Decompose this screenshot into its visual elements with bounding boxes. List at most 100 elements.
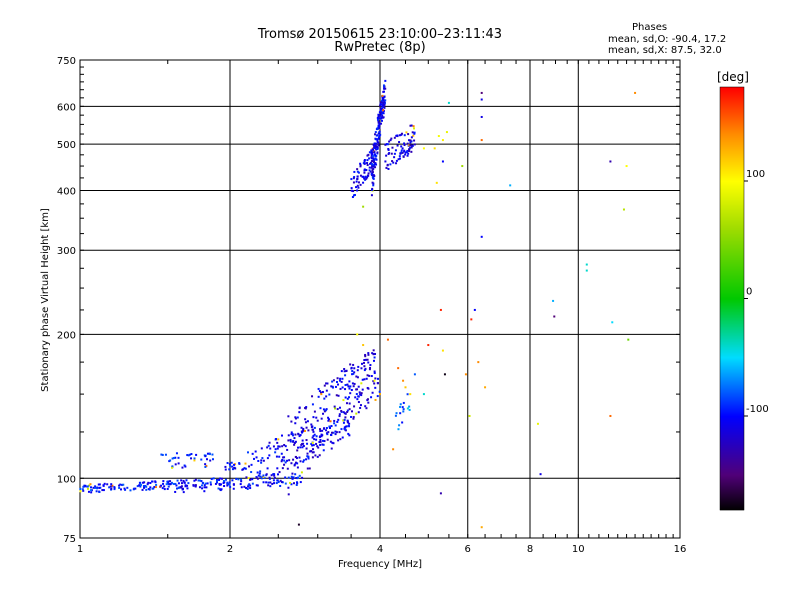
- echo-point: [376, 151, 379, 154]
- echo-point: [464, 373, 467, 376]
- colorbar-band: [720, 434, 744, 436]
- colorbar-band: [720, 331, 744, 333]
- echo-point: [271, 482, 274, 485]
- echo-point: [306, 455, 309, 458]
- colorbar-band: [720, 475, 744, 477]
- echo-point: [370, 396, 373, 399]
- echo-point: [185, 479, 188, 482]
- echo-point: [348, 396, 351, 399]
- echo-point: [372, 359, 375, 362]
- echo-point: [380, 122, 383, 125]
- echo-point: [289, 440, 292, 443]
- y-tick-label: 100: [57, 474, 76, 485]
- colorbar-band: [720, 399, 744, 401]
- echo-point: [184, 465, 187, 468]
- colorbar-band: [720, 173, 744, 175]
- colorbar-band: [720, 489, 744, 491]
- colorbar-band: [720, 150, 744, 152]
- echo-point: [209, 481, 212, 484]
- colorbar-band: [720, 380, 744, 382]
- echo-point: [269, 447, 272, 450]
- echo-point: [311, 448, 314, 451]
- echo-point: [378, 117, 381, 120]
- echo-point: [124, 488, 127, 491]
- echo-point: [311, 425, 314, 428]
- echo-point: [203, 490, 206, 493]
- echo-point: [328, 425, 331, 428]
- echo-point: [324, 409, 327, 412]
- echo-point: [346, 383, 349, 386]
- echo-point: [277, 445, 280, 448]
- echo-point: [226, 461, 229, 464]
- echo-point: [259, 475, 262, 478]
- colorbar-band: [720, 225, 744, 227]
- echo-point: [258, 472, 261, 475]
- colorbar-band: [720, 169, 744, 171]
- echo-point: [319, 430, 322, 433]
- colorbar-band: [720, 226, 744, 228]
- echo-point: [373, 356, 376, 359]
- colorbar-band: [720, 210, 744, 212]
- colorbar-band: [720, 485, 744, 487]
- colorbar-band: [720, 376, 744, 378]
- colorbar-band: [720, 206, 744, 208]
- colorbar-band: [720, 236, 744, 238]
- colorbar-band: [720, 165, 744, 167]
- echo-point: [403, 144, 406, 147]
- echo-point: [381, 94, 384, 97]
- echo-point: [373, 146, 376, 149]
- colorbar-band: [720, 179, 744, 181]
- echo-point: [260, 447, 263, 450]
- colorbar-band: [720, 196, 744, 198]
- colorbar-band: [720, 332, 744, 334]
- echo-point: [403, 142, 406, 145]
- echo-point: [172, 456, 175, 459]
- echo-point: [294, 416, 297, 419]
- echo-point: [321, 443, 324, 446]
- echo-point: [343, 426, 346, 429]
- echo-point: [343, 368, 346, 371]
- echo-point: [396, 134, 399, 137]
- echo-point: [350, 410, 353, 413]
- echo-point: [329, 420, 332, 423]
- echo-point: [341, 386, 344, 389]
- echo-point: [480, 98, 483, 101]
- echo-point: [259, 470, 262, 473]
- echo-point: [412, 125, 415, 128]
- echo-point: [348, 425, 351, 428]
- colorbar-band: [720, 252, 744, 254]
- echo-point: [320, 417, 323, 420]
- echo-point: [393, 152, 396, 155]
- echo-point: [175, 487, 178, 490]
- echo-point: [369, 366, 372, 369]
- colorbar-band: [720, 192, 744, 194]
- echo-point: [367, 361, 370, 364]
- colorbar-band: [720, 460, 744, 462]
- echo-point: [262, 481, 265, 484]
- echo-point: [363, 369, 366, 372]
- colorbar-band: [720, 483, 744, 485]
- colorbar-band: [720, 396, 744, 398]
- echo-point: [303, 430, 306, 433]
- colorbar-band: [720, 417, 744, 419]
- echo-point: [356, 175, 359, 178]
- echo-point: [302, 429, 305, 432]
- colorbar-band: [720, 309, 744, 311]
- echo-point: [243, 485, 246, 488]
- echo-point: [409, 139, 412, 142]
- echo-point: [380, 99, 383, 102]
- colorbar-band: [720, 394, 744, 396]
- colorbar-band: [720, 262, 744, 264]
- colorbar-band: [720, 503, 744, 505]
- echo-point: [364, 175, 367, 178]
- echo-point: [310, 423, 313, 426]
- echo-point: [230, 461, 233, 464]
- echo-point: [392, 448, 395, 451]
- colorbar-band: [720, 101, 744, 103]
- colorbar-band: [720, 187, 744, 189]
- echo-point: [400, 133, 403, 136]
- echo-point: [306, 452, 309, 455]
- colorbar-band: [720, 498, 744, 500]
- colorbar-band: [720, 329, 744, 331]
- echo-point: [305, 447, 308, 450]
